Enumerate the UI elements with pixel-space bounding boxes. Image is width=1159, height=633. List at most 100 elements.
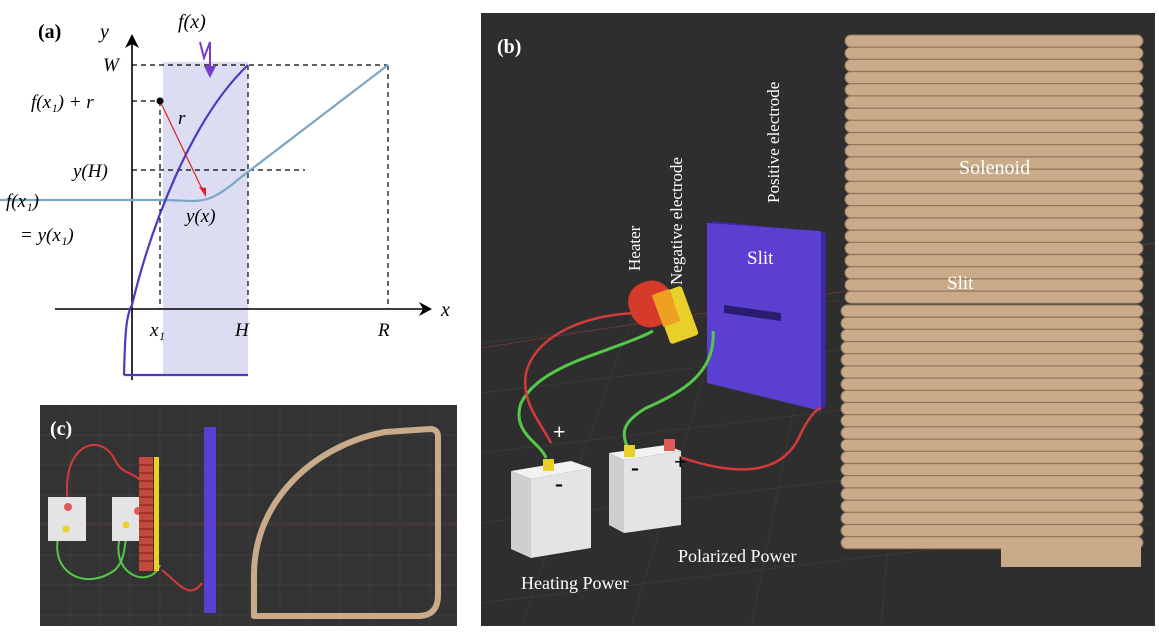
solenoid-ring (844, 132, 1144, 146)
solenoid-ring (840, 475, 1144, 489)
solenoid-ring (844, 229, 1144, 243)
minus-left-label: - (555, 471, 563, 497)
solenoid-ring (840, 414, 1144, 428)
panel-b-label: (b) (497, 36, 521, 58)
solenoid-ring (840, 536, 1144, 550)
purple-bracket (199, 41, 211, 72)
solenoid-ring (840, 438, 1144, 452)
panel-c-negative-electrode (154, 457, 159, 571)
y-curve (0, 64, 389, 203)
minus-right-label: - (631, 455, 639, 481)
solenoid-ring (844, 290, 1144, 304)
solenoid-coil (840, 34, 1144, 567)
f-curve (122, 64, 249, 376)
y-x-label: y(x) (184, 206, 216, 227)
dashed-guides (132, 64, 389, 309)
purple-arrowhead (204, 66, 216, 78)
red-wire-left (523, 311, 642, 444)
plus-right-label: + (674, 449, 687, 474)
f-x1-label: f(x₁) (6, 191, 39, 212)
y-axis-arrowhead (125, 34, 139, 48)
solenoid-ring (840, 499, 1144, 513)
solenoid-ring (844, 205, 1144, 219)
radius-arrowhead (199, 187, 206, 197)
polarized-power-battery (609, 439, 681, 533)
slit-opening (724, 305, 781, 321)
panel-c-label: (c) (50, 418, 72, 440)
solenoid-ring (840, 389, 1144, 403)
plus-left-label: + (553, 419, 566, 444)
f-x1-plus-r-label: f(x₁) + r (31, 92, 94, 113)
solenoid-ring (840, 463, 1144, 477)
heater-core (651, 288, 681, 328)
solenoid-ring (844, 144, 1144, 158)
solenoid-label: Solenoid (959, 157, 1030, 179)
positive-electrode-label: Positive electrode (764, 82, 783, 203)
solenoid-ring (844, 95, 1144, 109)
solenoid-ring (844, 34, 1144, 48)
x-axis-arrowhead (419, 302, 432, 316)
solenoid-ring (844, 119, 1144, 133)
x-axis-label: x (440, 299, 450, 321)
solenoid-ring (844, 217, 1144, 231)
solenoid-ring (840, 365, 1144, 379)
panel-c-solenoid (251, 426, 441, 619)
solenoid-ring (840, 341, 1144, 355)
solenoid-ring (840, 402, 1144, 416)
solenoid-ring (840, 524, 1144, 538)
heating-power-label: Heating Power (521, 573, 628, 593)
solenoid-ring (844, 278, 1144, 292)
solenoid-ring (844, 241, 1144, 255)
panel-c-grid (40, 405, 457, 626)
panel-c-red-wire (65, 443, 151, 504)
solenoid-slit-label: Slit (947, 273, 974, 294)
solenoid-ring (844, 266, 1144, 280)
h-tick-label: H (234, 320, 250, 341)
radius-arrow (159, 100, 204, 192)
green-wire-right (622, 330, 715, 452)
solenoid-ring (844, 254, 1144, 268)
solenoid-ring (840, 511, 1144, 525)
panel-c-green-wire-2 (117, 536, 161, 579)
x1-tick-label: x₁ (149, 320, 165, 341)
w-label: W (103, 55, 121, 76)
panel-c-heater (139, 457, 153, 571)
y-axis-label: y (98, 21, 109, 43)
panel-c-background (40, 405, 457, 626)
panel-c-terminal-2 (62, 525, 70, 533)
solenoid-ring (844, 58, 1144, 72)
solenoid-ring (840, 426, 1144, 440)
shaded-region (163, 62, 248, 375)
solenoid-ring (844, 180, 1144, 194)
solenoid-ring (840, 487, 1144, 501)
solenoid-ring (844, 46, 1144, 60)
solenoid-ring (840, 377, 1144, 391)
center-point (156, 97, 164, 105)
negative-electrode-label: Negative electrode (667, 157, 686, 285)
solenoid-ring (840, 450, 1144, 464)
panel-c-slit-plate (204, 427, 216, 613)
panel-c-terminal-1 (64, 503, 72, 511)
heating-terminal-minus (543, 459, 554, 471)
solenoid-ring (844, 71, 1144, 85)
solenoid-ring (844, 193, 1144, 207)
solenoid-ring (840, 316, 1144, 330)
solenoid-ring (840, 353, 1144, 367)
y-h-label: y(H) (71, 161, 108, 182)
solenoid-ring (844, 107, 1144, 121)
panel-a-diagram: (a) y x f(x) W f(x₁) + r r y(H) f(x₁) = … (0, 11, 450, 380)
heating-power-battery (511, 459, 591, 558)
solenoid-ring (840, 304, 1144, 318)
polarized-terminal-plus (664, 439, 675, 451)
panel-b-scene: (b) Heater Negative electrode Positive e… (481, 13, 1155, 626)
f-curve-label: f(x) (178, 11, 206, 33)
polarized-power-label: Polarized Power (678, 546, 796, 566)
panel-c-scene: (c) (40, 405, 457, 626)
polarized-terminal-minus (624, 445, 635, 457)
solenoid-ring (840, 328, 1144, 342)
solenoid-ring (844, 83, 1144, 97)
panel-c-terminal-3 (122, 521, 130, 529)
panel-c-red-wire-2 (161, 569, 203, 592)
eq-y-x1-label: = y(x₁) (20, 225, 74, 246)
panel-c-heater-stripes (139, 464, 153, 562)
